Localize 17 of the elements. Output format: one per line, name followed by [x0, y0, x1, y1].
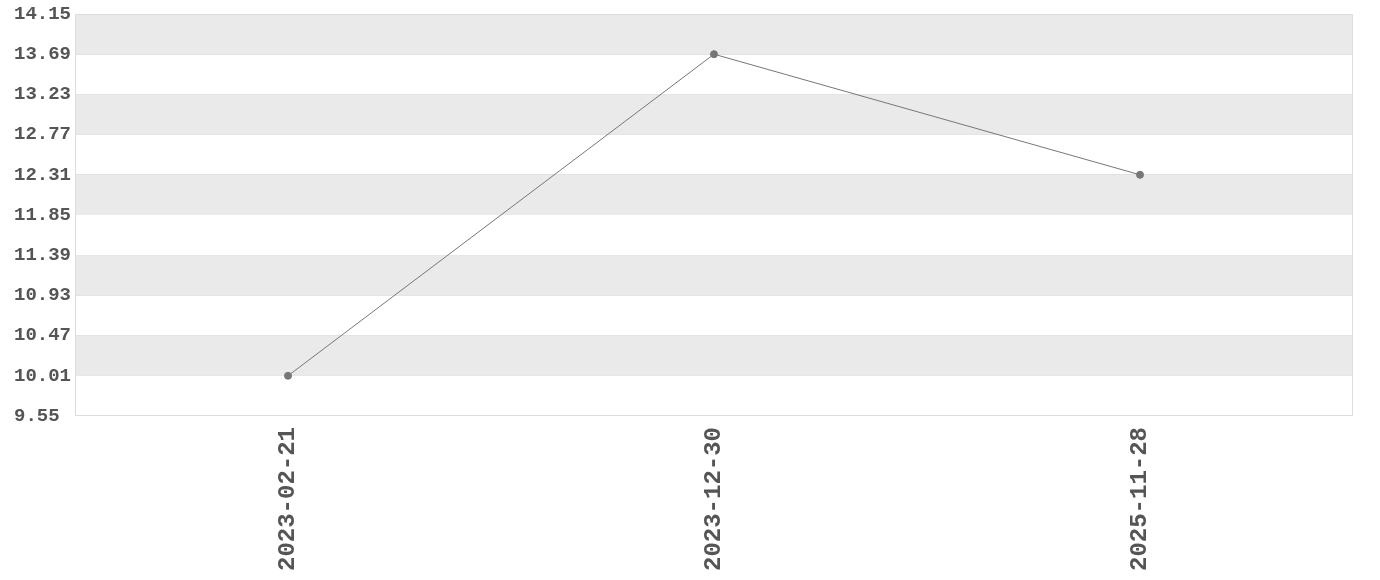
point — [710, 50, 719, 59]
y-tick-label: 12.77 — [14, 123, 72, 146]
x-tick-label: 2023-12-30 — [700, 426, 728, 572]
x-tick-label: 2025-11-28 — [1126, 426, 1154, 572]
y-tick-label: 11.85 — [14, 203, 72, 226]
y-tick-label: 13.23 — [14, 83, 72, 106]
y-tick-label: 11.39 — [14, 243, 72, 266]
y-tick-label: 10.01 — [14, 364, 72, 387]
y-tick-label: 12.31 — [14, 163, 72, 186]
point — [1136, 170, 1144, 179]
y-tick-label: 14.15 — [14, 2, 72, 25]
x-tick-label: 2023-02-21 — [274, 426, 302, 572]
y-tick-label: 10.47 — [14, 324, 72, 347]
y-tick-label: 13.69 — [14, 42, 72, 65]
point — [284, 371, 293, 380]
y-tick-label: 9.55 — [14, 404, 60, 427]
y-tick-label: 10.93 — [14, 284, 72, 307]
